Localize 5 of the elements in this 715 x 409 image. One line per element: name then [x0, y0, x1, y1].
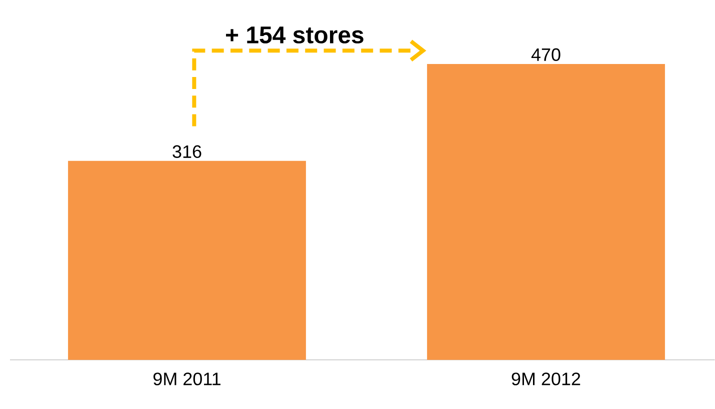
- text: + 154 stores: [226, 26, 364, 44]
- data-label: 470: [531, 48, 560, 62]
- data-label: 316: [172, 145, 202, 158]
- x-tick-label: 9M 2012: [512, 372, 580, 386]
- x-tick-label: 9M 2011: [153, 372, 220, 386]
